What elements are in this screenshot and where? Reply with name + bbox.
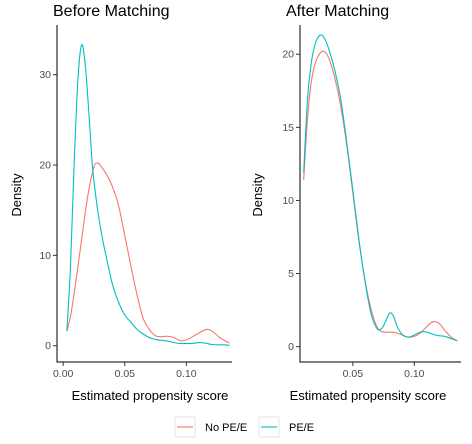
legend-item-no-pe: No PE/E xyxy=(174,416,247,438)
y-tick-label: 15 xyxy=(282,122,294,134)
y-tick-label: 10 xyxy=(39,250,51,262)
panel-before-matching: Before Matching Density Estimated propen… xyxy=(9,3,232,403)
y-tick-label: 0 xyxy=(288,341,294,353)
panel-title: After Matching xyxy=(286,3,389,20)
y-tick-label: 20 xyxy=(39,160,51,172)
ticks: 0 5 10 15 20 0.05 0.10 xyxy=(282,49,424,380)
series-line-pe xyxy=(303,34,458,342)
y-axis-label: Density xyxy=(9,173,24,217)
panel-title: Before Matching xyxy=(53,3,170,20)
legend-item-pe: PE/E xyxy=(258,416,314,438)
panel-after-matching: After Matching Density Estimated propens… xyxy=(250,3,461,403)
series-lines xyxy=(66,44,230,346)
axis-lines xyxy=(56,25,232,363)
y-tick-label: 5 xyxy=(288,268,294,280)
y-axis-label: Density xyxy=(250,173,265,217)
series-line-pe xyxy=(66,44,230,346)
y-tick-label: 30 xyxy=(39,69,51,81)
x-axis-label: Estimated propensity score xyxy=(290,388,447,403)
y-tick-label: 0 xyxy=(45,340,51,352)
y-tick-label: 10 xyxy=(282,195,294,207)
y-tick-label: 20 xyxy=(282,49,294,61)
legend: No PE/E PE/E xyxy=(174,416,314,438)
series-line-no-pe xyxy=(66,162,230,344)
axis-lines xyxy=(299,25,461,363)
x-axis-label: Estimated propensity score xyxy=(72,388,229,403)
ticks: 0 10 20 30 0.00 0.05 0.10 xyxy=(39,69,196,380)
legend-label-no-pe: No PE/E xyxy=(205,422,247,434)
series-lines xyxy=(303,34,458,342)
legend-label-pe: PE/E xyxy=(289,422,314,434)
x-tick-label: 0.10 xyxy=(404,368,425,380)
x-tick-label: 0.05 xyxy=(343,368,364,380)
x-tick-label: 0.10 xyxy=(176,368,197,380)
x-tick-label: 0.05 xyxy=(115,368,136,380)
series-line-no-pe xyxy=(303,50,458,342)
x-tick-label: 0.00 xyxy=(53,368,74,380)
